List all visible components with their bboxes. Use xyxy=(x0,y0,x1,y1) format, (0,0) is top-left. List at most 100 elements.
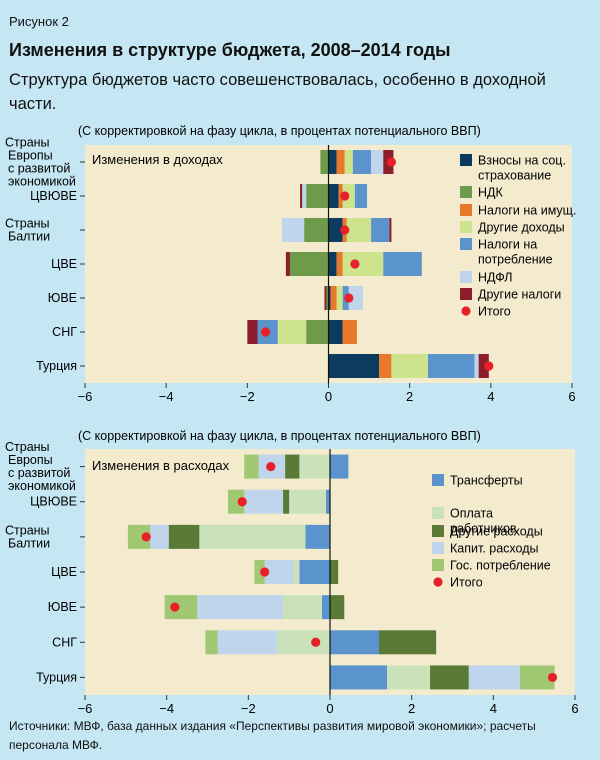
bar-segment xyxy=(391,354,428,378)
total-marker xyxy=(340,191,350,201)
total-marker xyxy=(340,225,350,235)
category-label: Турция xyxy=(36,670,77,684)
bar-segment xyxy=(320,150,329,174)
bar-segment xyxy=(299,560,330,584)
category-label-line: Страны xyxy=(5,523,50,537)
x-tick-label: 6 xyxy=(568,389,575,404)
legend-swatch xyxy=(460,271,472,283)
legend-label: Налоги на имущ. xyxy=(478,204,576,218)
bar-segment xyxy=(328,354,380,378)
figure-label: Рисунок 2 xyxy=(9,14,69,29)
legend-label: Капит. расходы xyxy=(450,542,539,556)
bar-segment xyxy=(283,489,290,514)
bar-segment xyxy=(217,630,277,655)
category-label-line: Европы xyxy=(8,149,53,163)
bar-segment xyxy=(300,184,303,208)
legend-swatch xyxy=(460,154,472,166)
total-marker xyxy=(547,672,558,683)
category-label: ЦВЮВЕ xyxy=(30,495,77,509)
total-marker xyxy=(311,637,321,647)
legend-swatch xyxy=(432,559,444,571)
legend-label-line: НДФЛ xyxy=(478,271,513,285)
bar-segment xyxy=(127,524,151,549)
bar-segment xyxy=(478,354,489,378)
legend-swatch xyxy=(460,221,472,233)
bar-segment xyxy=(227,489,245,514)
legend-label: Налоги на потребление xyxy=(478,238,553,267)
bar-segment xyxy=(168,524,200,549)
legend-label-line: страхование xyxy=(478,169,551,183)
bar-segment xyxy=(328,150,337,174)
total-marker xyxy=(350,259,360,269)
category-label-line: Турция xyxy=(36,670,77,684)
bar-segment xyxy=(306,184,329,208)
category-label-line: Балтии xyxy=(8,230,50,244)
x-tick-label: −6 xyxy=(78,701,93,716)
x-tick-label: 0 xyxy=(326,701,333,716)
x-tick-label: −2 xyxy=(240,389,255,404)
legend-label-line: Другие доходы xyxy=(478,221,565,235)
category-label: ЮВЕ xyxy=(48,291,77,305)
category-label-line: СНГ xyxy=(52,325,77,339)
category-label-line: с развитой xyxy=(8,466,70,480)
category-label: ЦВЮВЕ xyxy=(30,189,77,203)
x-tick-label: −2 xyxy=(241,701,256,716)
category-label-line: экономикой xyxy=(8,175,76,189)
legend-swatch xyxy=(432,507,444,519)
legend-swatch xyxy=(432,525,444,537)
legend-label-line: работников xyxy=(450,522,517,536)
bar-segment xyxy=(474,354,479,378)
bar-segment xyxy=(427,354,475,378)
bar-segment xyxy=(324,286,327,310)
category-label-line: ЦВЕ xyxy=(51,257,77,271)
bar-segment xyxy=(150,524,169,549)
x-tick-label: −4 xyxy=(159,701,174,716)
bar-segment xyxy=(371,150,384,174)
x-tick-label: 4 xyxy=(490,701,497,716)
legend-label: НДК xyxy=(478,186,503,200)
bar-segment xyxy=(352,150,372,174)
total-marker xyxy=(237,497,247,507)
bar-segment xyxy=(321,595,330,620)
legend-label: Итого xyxy=(478,305,511,319)
bar-segment xyxy=(383,252,422,276)
category-label-line: с развитой xyxy=(8,162,70,176)
bar-segment xyxy=(304,218,329,242)
bar-segment xyxy=(164,595,198,620)
category-label-line: ЦВЮВЕ xyxy=(30,495,77,509)
legend-label-line: Итого xyxy=(478,305,511,319)
legend-label: Трансферты xyxy=(450,474,523,488)
category-label: СНГ xyxy=(52,325,77,339)
bar-segment xyxy=(379,354,392,378)
bar-segment xyxy=(285,454,300,479)
bar-segment xyxy=(305,524,330,549)
legend-label-line: Трансферты xyxy=(450,474,523,488)
category-label: СНГ xyxy=(52,635,77,649)
legend-label: НДФЛ xyxy=(478,271,513,285)
bar-segment xyxy=(254,560,265,584)
bar-segment xyxy=(354,184,368,208)
legend-label-line: Оплата xyxy=(450,507,493,521)
x-tick-label: −6 xyxy=(78,389,93,404)
legend-marker-total xyxy=(461,306,471,316)
legend-label: Другие налоги xyxy=(478,288,561,302)
legend-swatch xyxy=(460,186,472,198)
x-tick-label: −4 xyxy=(159,389,174,404)
legend-swatch xyxy=(460,238,472,250)
total-marker xyxy=(386,157,397,167)
category-label-line: экономикой xyxy=(8,479,76,493)
bar-segment xyxy=(344,150,353,174)
category-label-line: Страны xyxy=(5,136,50,150)
category-label: ЮВЕ xyxy=(48,600,77,614)
x-tick-label: 6 xyxy=(571,701,578,716)
bar-segment xyxy=(199,524,306,549)
bar-segment xyxy=(197,595,284,620)
category-label-line: ЮВЕ xyxy=(48,291,77,305)
category-label-line: Страны xyxy=(5,440,50,454)
legend-swatch xyxy=(432,474,444,486)
bar-segment xyxy=(281,218,305,242)
total-marker xyxy=(260,567,270,577)
category-label-line: ЦВЕ xyxy=(51,565,77,579)
legend-label-line: Налоги на xyxy=(478,238,537,252)
category-label: ЦВЕ xyxy=(51,565,77,579)
